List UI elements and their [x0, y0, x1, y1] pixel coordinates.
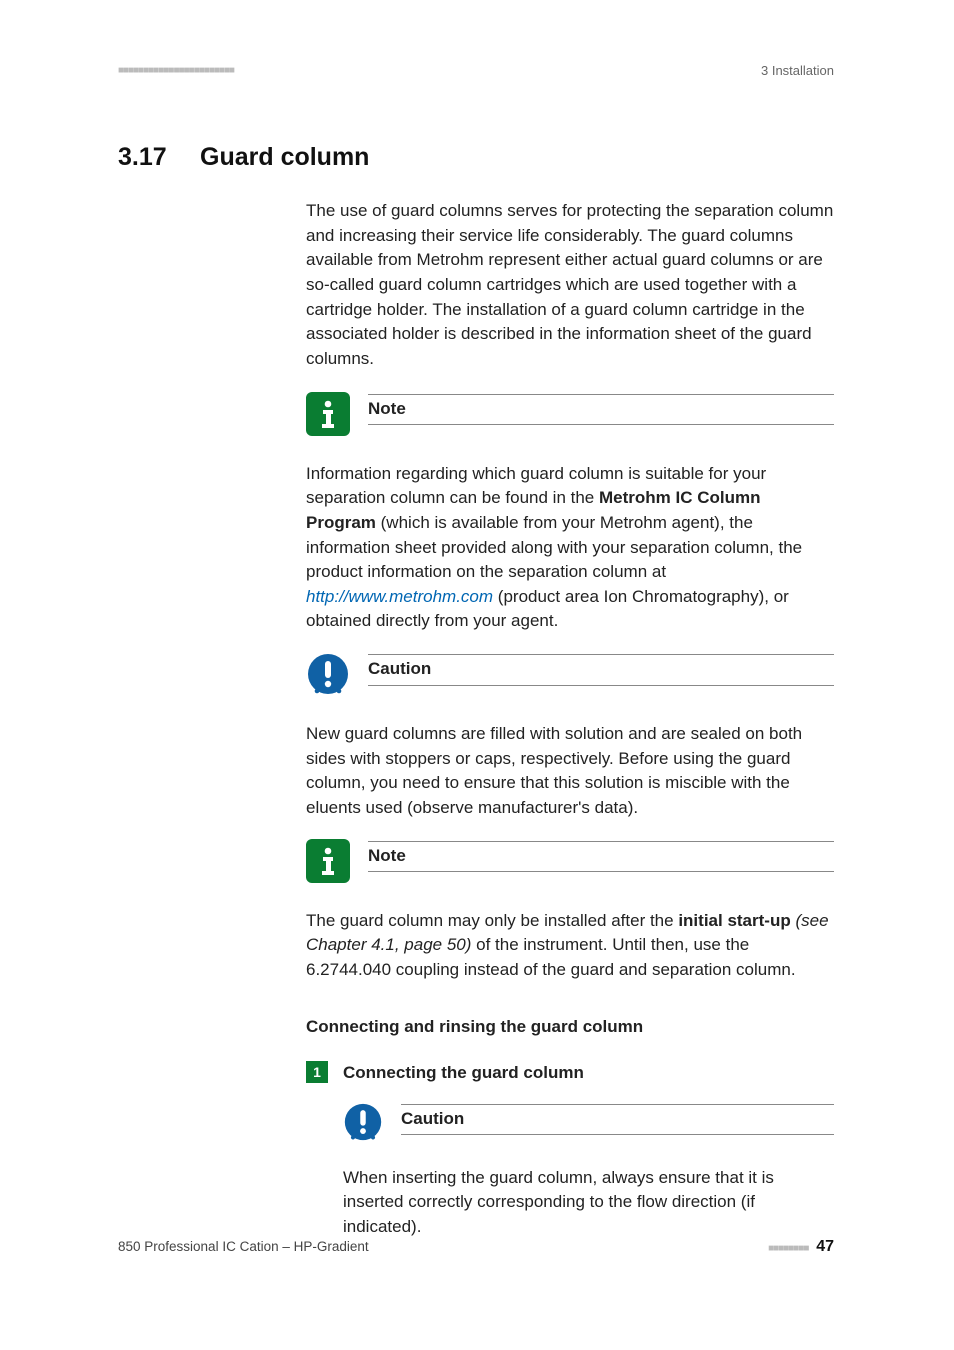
caution-icon [306, 652, 350, 696]
note1-mid: (which is available from your Metrohm ag… [306, 513, 802, 581]
step-1-caution: Caution [343, 1102, 834, 1142]
header-ornament: ■■■■■■■■■■■■■■■■■■■■■■■ [118, 64, 234, 79]
metrohm-link[interactable]: http://www.metrohm.com [306, 587, 493, 606]
footer-ornament: ■■■■■■■■ [768, 1243, 808, 1254]
footer-right: ■■■■■■■■ 47 [768, 1235, 834, 1258]
chapter-reference: 3 Installation [761, 62, 834, 81]
step-title: Connecting the guard column [343, 1061, 584, 1086]
note-body-2: The guard column may only be installed a… [306, 909, 834, 983]
step-number: 1 [306, 1061, 328, 1083]
caution-block-1: Caution New guard columns are filled wit… [306, 652, 834, 821]
note-block-1: Note Information regarding which guard c… [306, 392, 834, 634]
section-heading: 3.17Guard column [118, 139, 834, 175]
page-footer: 850 Professional IC Cation – HP-Gradient… [118, 1235, 834, 1258]
info-icon [306, 839, 350, 883]
note2-bold: initial start-up [678, 911, 790, 930]
note2-pre: The guard column may only be installed a… [306, 911, 678, 930]
page-number: 47 [816, 1238, 834, 1255]
step-1-caution-body: When inserting the guard column, always … [343, 1166, 834, 1240]
product-name: 850 Professional IC Cation – HP-Gradient [118, 1237, 369, 1257]
page-header: ■■■■■■■■■■■■■■■■■■■■■■■ 3 Installation [118, 62, 834, 81]
note-title: Note [368, 841, 834, 873]
caution-title: Caution [401, 1104, 834, 1136]
caution-body-1: New guard columns are filled with soluti… [306, 722, 834, 821]
intro-paragraph: The use of guard columns serves for prot… [306, 199, 834, 371]
note-title: Note [368, 394, 834, 426]
info-icon [306, 392, 350, 436]
section-number: 3.17 [118, 139, 200, 175]
note-block-2: Note The guard column may only be instal… [306, 839, 834, 983]
step-1-title-row: 1 Connecting the guard column [306, 1061, 834, 1086]
subheading: Connecting and rinsing the guard column [306, 1015, 834, 1040]
section-title: Guard column [200, 143, 369, 171]
caution-title: Caution [368, 654, 834, 686]
caution-icon [343, 1102, 383, 1142]
note-body-1: Information regarding which guard column… [306, 462, 834, 634]
